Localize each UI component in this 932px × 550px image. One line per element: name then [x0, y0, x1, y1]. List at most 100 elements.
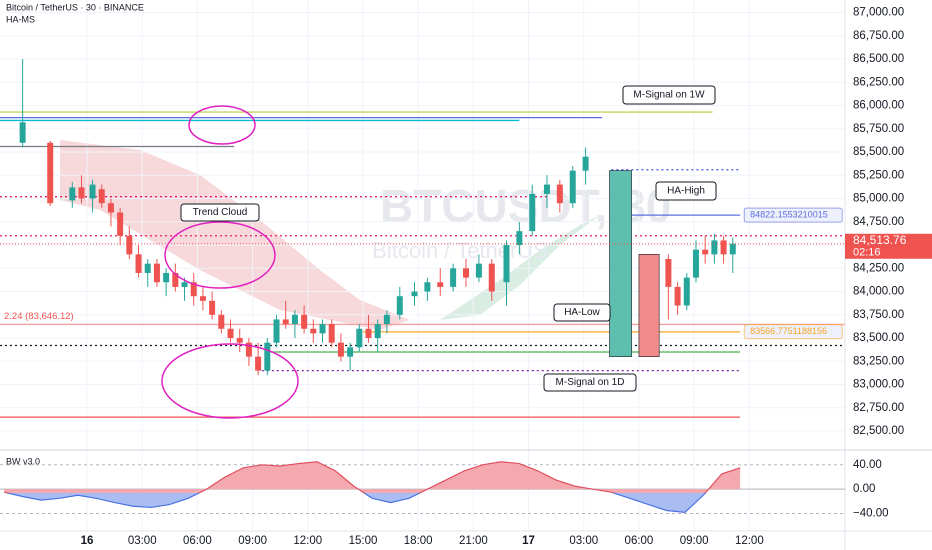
- candle-body: [711, 240, 718, 255]
- x-tick-label: 16: [81, 535, 94, 547]
- callout: [655, 181, 717, 201]
- y-tick-label: 83,250.00: [853, 355, 904, 367]
- x-tick-label: 12:00: [735, 535, 764, 547]
- candle-body: [291, 314, 298, 325]
- candle-body: [665, 259, 672, 287]
- candle-body: [190, 282, 197, 297]
- candle-body: [463, 268, 470, 278]
- y-tick-label: 87,000.00: [853, 7, 904, 19]
- candle-body: [117, 212, 124, 236]
- candle-body: [569, 170, 576, 204]
- annotation: HA-High: [667, 186, 705, 197]
- osc-name: BW v3.0: [6, 456, 40, 466]
- candle-body: [282, 319, 289, 325]
- candle-body: [337, 342, 344, 357]
- x-tick-label: 09:00: [680, 535, 709, 547]
- levels: 84822.1553210015 2.24 (83,646.12) 83566.77…: [0, 111, 845, 418]
- y-tick-label: 85,750.00: [853, 123, 904, 135]
- osc-tick-label: 40.00: [853, 459, 882, 471]
- callout: [180, 203, 260, 222]
- candle-body: [365, 328, 372, 339]
- candle-body: [107, 203, 114, 213]
- x-tick-label: 06:00: [183, 535, 212, 547]
- candle-body: [683, 277, 690, 306]
- y-tick-label: 86,000.00: [853, 100, 904, 112]
- candle-body: [47, 142, 54, 204]
- y-tick-label: 86,750.00: [853, 30, 904, 42]
- y-tick-label: 86,500.00: [853, 53, 904, 65]
- candle-body: [209, 300, 216, 315]
- candle-body: [264, 342, 271, 371]
- circle: [188, 105, 256, 145]
- candle-body: [144, 263, 151, 273]
- trend-cloud: [440, 215, 600, 320]
- candle-body: [236, 338, 243, 343]
- candle-body: [199, 296, 206, 301]
- highlights: [161, 105, 299, 419]
- x-tick-label: 03:00: [128, 535, 157, 547]
- candle-body: [450, 268, 457, 287]
- osc-tick-label: 0.00: [853, 483, 875, 495]
- candle-body: [310, 328, 317, 334]
- annotations: M-Signal on 1W HA-High HA-Low M-Signal o…: [180, 85, 717, 392]
- candle-body: [729, 243, 736, 255]
- candle-body: [301, 314, 308, 329]
- candle-body: [529, 193, 536, 232]
- osc-line-neg: [4, 493, 707, 513]
- y-tick-label: 83,500.00: [853, 332, 904, 344]
- callout: [622, 85, 716, 105]
- price-tag-label: 84822.1553210015: [750, 209, 828, 219]
- level-label: 2.24 (83,646.12): [4, 311, 74, 322]
- candles: [19, 59, 736, 376]
- candle-body: [78, 187, 85, 199]
- candle-body: [437, 282, 444, 287]
- annotation: HA-Low: [564, 307, 600, 318]
- price-tag: [743, 207, 843, 223]
- candle-body: [245, 342, 252, 357]
- candle-body: [126, 235, 133, 255]
- countdown: 02:16: [853, 247, 881, 259]
- candle-body: [135, 254, 142, 273]
- last-price-label: 84,513.76: [853, 233, 907, 247]
- candle-body: [396, 296, 403, 315]
- candle-body: [383, 314, 390, 325]
- x-tick-label: 12:00: [293, 535, 322, 547]
- y-tick-label: 85,000.00: [853, 193, 904, 205]
- candle-body: [516, 231, 523, 246]
- x-tick-label: 09:00: [238, 535, 267, 547]
- htf-box: [638, 254, 660, 357]
- candle-body: [328, 324, 335, 343]
- candle-body: [488, 263, 495, 292]
- callout: [543, 373, 637, 392]
- candle-body: [503, 245, 510, 283]
- candle-body: [181, 282, 188, 287]
- candle-body: [556, 184, 563, 204]
- candle-body: [98, 189, 105, 204]
- osc-tick-label: −40.00: [853, 508, 889, 520]
- osc-area-neg: [7, 493, 706, 513]
- candle-body: [153, 263, 160, 283]
- candle-body: [227, 328, 234, 339]
- circle: [161, 343, 299, 419]
- annotation: M-Signal on 1D: [556, 377, 625, 388]
- x-tick-label: 21:00: [459, 535, 488, 547]
- callout: [553, 303, 611, 322]
- candle-body: [319, 324, 326, 334]
- osc-line-pos: [4, 461, 741, 493]
- osc-area-pos: [4, 461, 741, 493]
- background: BTCUSDT, 30 Bitcoin / TetherUS: [60, 140, 671, 330]
- grid: [0, 0, 845, 531]
- candle-body: [702, 249, 709, 255]
- candle-body: [69, 187, 76, 201]
- candle-body: [720, 240, 727, 255]
- indicator: HA-MS: [6, 14, 35, 24]
- y-tick-label: 85,500.00: [853, 146, 904, 158]
- price-tag: [743, 324, 843, 340]
- y-tick-label: 85,250.00: [853, 169, 904, 181]
- candle-body: [475, 263, 482, 278]
- y-tick-label: 84,000.00: [853, 286, 904, 298]
- x-tick-label: 17: [522, 535, 535, 547]
- annotation: Trend Cloud: [193, 207, 248, 218]
- x-tick-label: 03:00: [569, 535, 598, 547]
